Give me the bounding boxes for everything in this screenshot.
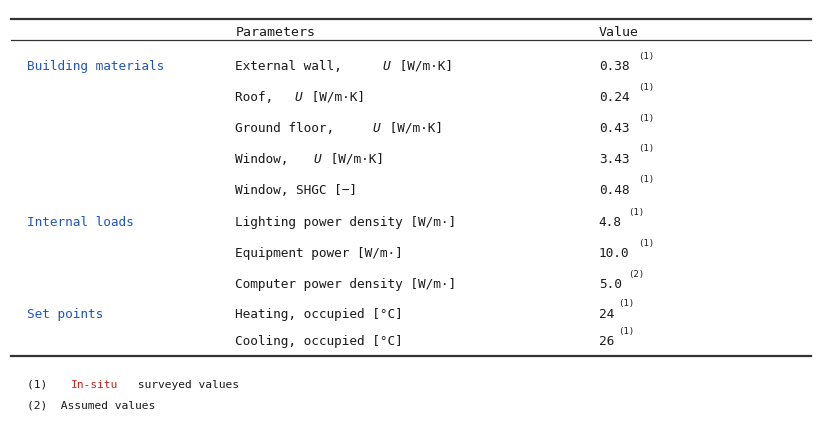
Text: Building materials: Building materials xyxy=(27,60,164,73)
Text: 10.0: 10.0 xyxy=(598,247,630,260)
Text: External wall,: External wall, xyxy=(235,60,350,73)
Text: 26: 26 xyxy=(598,334,614,347)
Text: 3.43: 3.43 xyxy=(598,152,630,166)
Text: In-situ: In-situ xyxy=(71,379,118,389)
Text: [W/m·K]: [W/m·K] xyxy=(392,60,453,73)
Text: (2)  Assumed values: (2) Assumed values xyxy=(27,399,155,410)
Text: Set points: Set points xyxy=(27,307,104,320)
Text: (1): (1) xyxy=(638,82,654,92)
Text: Ground floor,: Ground floor, xyxy=(235,122,342,134)
Text: Parameters: Parameters xyxy=(235,25,316,39)
Text: U: U xyxy=(314,152,321,166)
Text: 4.8: 4.8 xyxy=(598,216,621,229)
Text: 0.43: 0.43 xyxy=(598,122,630,134)
Text: Computer power density [W/m·]: Computer power density [W/m·] xyxy=(235,278,456,291)
Text: (1): (1) xyxy=(638,113,654,122)
Text: Roof,: Roof, xyxy=(235,91,281,104)
Text: 0.38: 0.38 xyxy=(598,60,630,73)
Text: [W/m·K]: [W/m·K] xyxy=(323,152,385,166)
Text: [W/m·K]: [W/m·K] xyxy=(382,122,443,134)
Text: U: U xyxy=(382,60,390,73)
Text: Lighting power density [W/m·]: Lighting power density [W/m·] xyxy=(235,216,456,229)
Text: 24: 24 xyxy=(598,307,614,320)
Text: [W/m·K]: [W/m·K] xyxy=(304,91,365,104)
Text: Internal loads: Internal loads xyxy=(27,216,134,229)
Text: (1): (1) xyxy=(618,299,635,307)
Text: (1): (1) xyxy=(638,239,654,247)
Text: U: U xyxy=(294,91,302,104)
Text: (2): (2) xyxy=(628,269,644,279)
Text: (1): (1) xyxy=(638,52,654,60)
Text: Window, SHGC [−]: Window, SHGC [−] xyxy=(235,184,358,196)
Text: (1): (1) xyxy=(638,144,654,153)
Text: 0.24: 0.24 xyxy=(598,91,630,104)
Text: Window,: Window, xyxy=(235,152,297,166)
Text: Value: Value xyxy=(598,25,639,39)
Text: (1): (1) xyxy=(628,208,644,217)
Text: U: U xyxy=(372,122,380,134)
Text: 5.0: 5.0 xyxy=(598,278,621,291)
Text: Heating, occupied [°C]: Heating, occupied [°C] xyxy=(235,307,404,320)
Text: (1): (1) xyxy=(618,326,635,335)
Text: 0.48: 0.48 xyxy=(598,184,630,196)
Text: surveyed values: surveyed values xyxy=(131,379,239,389)
Text: Equipment power [W/m·]: Equipment power [W/m·] xyxy=(235,247,404,260)
Text: (1): (1) xyxy=(27,379,61,389)
Text: Cooling, occupied [°C]: Cooling, occupied [°C] xyxy=(235,334,404,347)
Text: (1): (1) xyxy=(638,175,654,184)
